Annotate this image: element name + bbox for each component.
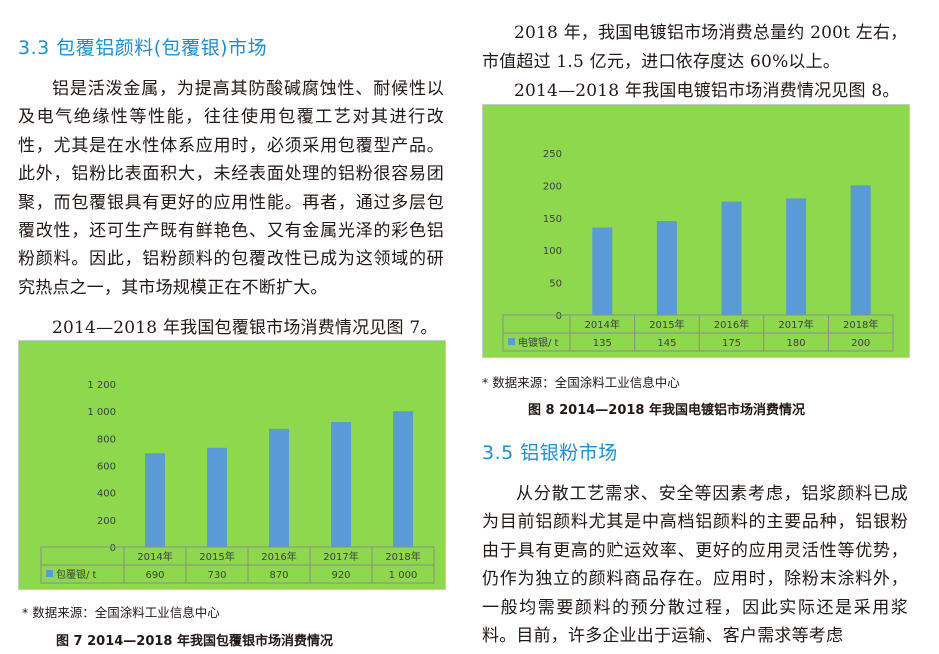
bar [721, 201, 742, 315]
figure-8-caption: 图 8 2014—2018 年我国电镀铝市场消费情况 [528, 403, 805, 418]
y-tick-label: 1 200 [87, 380, 116, 391]
x-tick-label: 2016年 [714, 318, 749, 331]
data-table-value: 690 [145, 570, 164, 581]
y-tick-label: 600 [97, 462, 116, 473]
x-tick-label: 2016年 [261, 550, 296, 563]
legend-key [46, 570, 53, 577]
chart-8: 0 50 100 150 200 250 2014年 135 2015年 145 2016年 175 2… [502, 149, 894, 352]
data-table-value: 175 [722, 338, 741, 349]
legend-key [508, 338, 515, 345]
x-tick-label: 2018年 [843, 318, 878, 331]
data-table-value: 1 000 [389, 570, 418, 581]
legend-label: 包覆银/ t [56, 568, 97, 581]
data-table-value: 920 [331, 570, 350, 581]
data-table-value: 145 [657, 338, 676, 349]
bar [331, 422, 351, 547]
bar [145, 453, 165, 547]
legend-label: 电镀银/ t [518, 336, 559, 349]
data-table-value: 180 [787, 338, 806, 349]
y-tick-label: 0 [110, 543, 116, 554]
y-tick-label: 800 [97, 434, 116, 445]
right-source-note: * 数据来源：全国涂料工业信息中心 [482, 375, 680, 390]
x-tick-label: 2014年 [585, 318, 620, 331]
data-table-value: 200 [851, 338, 870, 349]
y-tick-label: 400 [97, 489, 116, 500]
section-heading-3-3: 3.3 包覆铝颜料(包覆银)市场 [18, 37, 268, 59]
left-source-note: * 数据来源：全国涂料工业信息中心 [22, 605, 220, 620]
x-tick-label: 2017年 [323, 550, 358, 563]
data-table-value: 870 [269, 570, 288, 581]
y-tick-label: 50 [549, 279, 562, 290]
x-tick-label: 2017年 [778, 318, 813, 331]
bar [269, 428, 289, 547]
left-paragraph: 铝是活泼金属，为提高其防酸碱腐蚀性、耐候性以及电气绝缘性等性能，往往使用包覆工艺… [18, 79, 444, 298]
y-tick-label: 200 [97, 516, 116, 527]
right-paragraph: 从分散工艺需求、安全等因素考虑，铝浆颜料已成为目前铝颜料尤其是中高档铝颜料的主要… [482, 484, 908, 647]
right-figure-reference: 2014—2018 年我国电镀铝市场消费情况见图 8。 [514, 81, 900, 101]
x-tick-label: 2015年 [649, 318, 684, 331]
x-tick-label: 2015年 [199, 550, 234, 563]
bar [592, 227, 613, 315]
figure-7-caption: 图 7 2014—2018 年我国包覆银市场消费情况 [56, 634, 333, 649]
chart-7: 0 200 400 600 800 1 000 1 200 2014年 690 2015年 730 2… [40, 380, 435, 584]
y-tick-label: 100 [543, 246, 562, 257]
x-tick-label: 2014年 [137, 550, 172, 563]
left-figure-reference: 2014—2018 年我国包覆银市场消费情况见图 7。 [52, 318, 438, 338]
bar [393, 411, 413, 547]
right-intro-line-2: 市值超过 1.5 亿元，进口依存度达 60%以上。 [482, 52, 841, 72]
data-table-value: 135 [593, 338, 612, 349]
chart-7-container: 0 200 400 600 800 1 000 1 200 2014年 690 2015年 730 2… [18, 340, 446, 590]
bar [850, 185, 871, 315]
bar [786, 198, 807, 315]
y-tick-label: 250 [543, 149, 562, 160]
y-tick-label: 150 [543, 214, 562, 225]
data-table-value: 730 [207, 570, 226, 581]
bar [656, 221, 677, 315]
chart-8-container: 0 50 100 150 200 250 2014年 135 2015年 145 2016年 175 2… [482, 104, 910, 358]
y-tick-label: 200 [543, 181, 562, 192]
right-intro-line-1: 2018 年，我国电镀铝市场消费总量约 200t 左右， [514, 23, 908, 43]
y-tick-label: 1 000 [87, 407, 116, 418]
bar [207, 447, 227, 547]
x-tick-label: 2018年 [385, 550, 420, 563]
section-heading-3-5: 3.5 铝银粉市场 [482, 442, 618, 464]
y-tick-label: 0 [556, 311, 562, 322]
